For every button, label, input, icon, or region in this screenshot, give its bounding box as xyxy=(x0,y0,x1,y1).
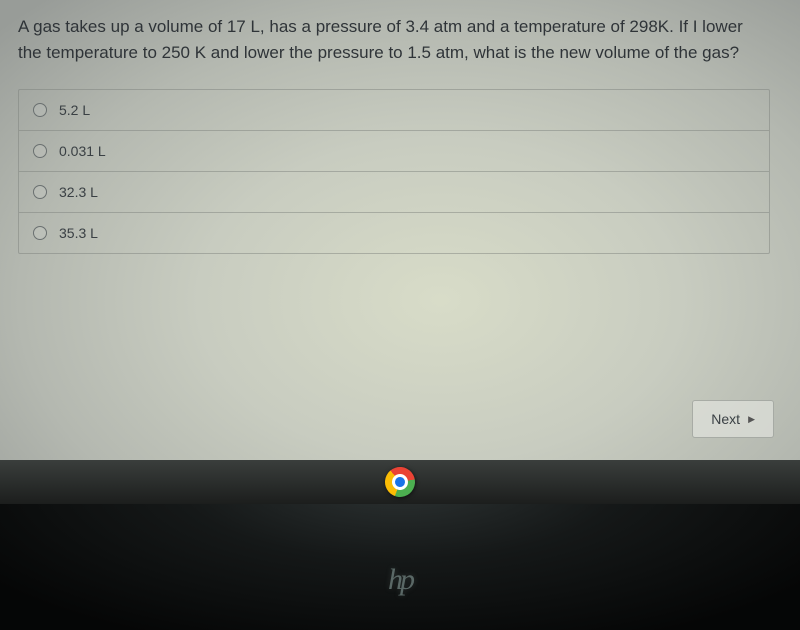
radio-icon[interactable] xyxy=(33,185,47,199)
option-label: 5.2 L xyxy=(59,102,90,118)
radio-icon[interactable] xyxy=(33,144,47,158)
chromeos-shelf xyxy=(0,460,800,504)
option-row[interactable]: 35.3 L xyxy=(19,213,769,253)
screen-content: A gas takes up a volume of 17 L, has a p… xyxy=(0,0,800,500)
option-label: 35.3 L xyxy=(59,225,98,241)
radio-icon[interactable] xyxy=(33,226,47,240)
next-button[interactable]: Next ▶ xyxy=(692,400,774,438)
option-label: 32.3 L xyxy=(59,184,98,200)
options-list: 5.2 L 0.031 L 32.3 L 35.3 L xyxy=(18,89,770,254)
option-row[interactable]: 5.2 L xyxy=(19,90,769,131)
option-row[interactable]: 32.3 L xyxy=(19,172,769,213)
question-text: A gas takes up a volume of 17 L, has a p… xyxy=(18,14,770,67)
next-button-label: Next xyxy=(711,411,740,427)
laptop-base: hp xyxy=(0,504,800,630)
quiz-card: A gas takes up a volume of 17 L, has a p… xyxy=(0,0,788,254)
hp-logo: hp xyxy=(388,563,412,597)
option-row[interactable]: 0.031 L xyxy=(19,131,769,172)
chrome-icon[interactable] xyxy=(379,461,421,503)
chevron-right-icon: ▶ xyxy=(748,414,755,425)
option-label: 0.031 L xyxy=(59,143,106,159)
radio-icon[interactable] xyxy=(33,103,47,117)
